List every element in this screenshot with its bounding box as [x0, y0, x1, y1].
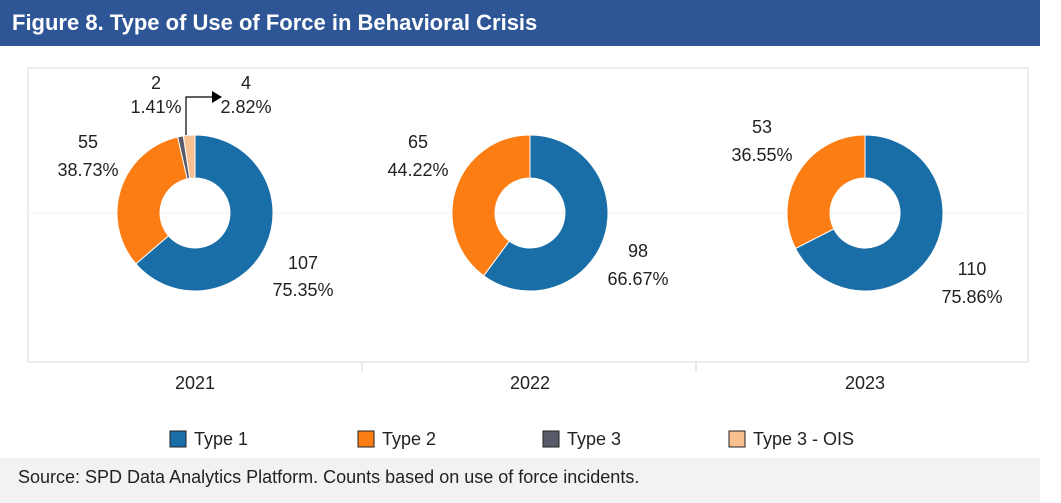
percent-label: 36.55%	[731, 145, 792, 165]
legend-label: Type 3	[567, 429, 621, 449]
donut-slice	[182, 134, 196, 179]
donut-slice	[135, 134, 274, 292]
count-label: 110	[958, 259, 987, 279]
legend-swatch	[357, 430, 375, 448]
count-label: 65	[408, 132, 428, 152]
percent-label: 2.82%	[220, 97, 271, 117]
count-label: 53	[752, 117, 772, 137]
legend-swatch	[728, 430, 746, 448]
legend-label: Type 1	[194, 429, 248, 449]
year-label: 2021	[175, 373, 215, 393]
source-note: Source: SPD Data Analytics Platform. Cou…	[18, 467, 639, 487]
count-label: 55	[78, 132, 98, 152]
count-label: 98	[628, 241, 648, 261]
legend-swatch	[169, 430, 187, 448]
year-label: 2023	[845, 373, 885, 393]
leader-arrow	[212, 91, 222, 103]
donut-slice	[116, 136, 188, 265]
percent-label: 75.86%	[941, 287, 1002, 307]
donut-slice	[794, 134, 944, 292]
plot-area	[27, 67, 1029, 363]
chart-title: Figure 8. Type of Use of Force in Behavi…	[12, 10, 537, 35]
percent-label: 38.73%	[57, 160, 118, 180]
count-label: 107	[288, 253, 318, 273]
legend-swatch	[542, 430, 560, 448]
count-label: 2	[151, 73, 161, 93]
percent-label: 1.41%	[130, 97, 181, 117]
year-label: 2022	[510, 373, 550, 393]
source-bar	[0, 458, 1040, 503]
legend-label: Type 2	[382, 429, 436, 449]
header-bar	[0, 0, 1040, 46]
legend-label: Type 3 - OIS	[753, 429, 854, 449]
percent-label: 44.22%	[387, 160, 448, 180]
donut-slice	[482, 134, 609, 292]
percent-label: 66.67%	[607, 269, 668, 289]
leader-line	[185, 96, 212, 137]
percent-label: 75.35%	[272, 280, 333, 300]
donut-slice	[451, 134, 531, 277]
donut-slice	[786, 134, 866, 250]
count-label: 4	[241, 73, 251, 93]
